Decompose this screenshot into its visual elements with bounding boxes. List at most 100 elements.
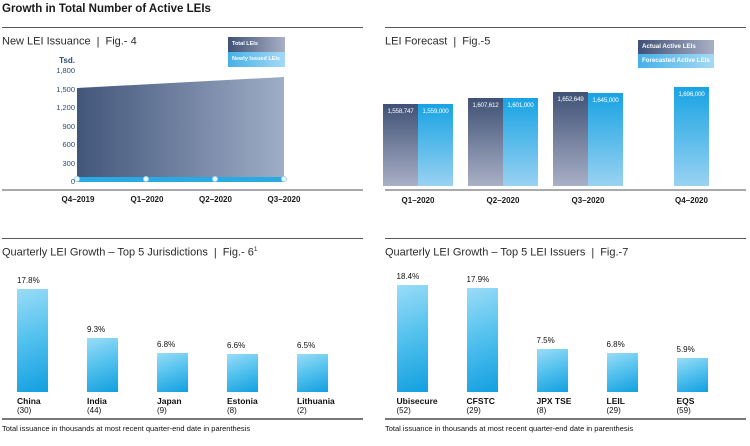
total-leis-area <box>77 76 284 182</box>
panel-divider <box>2 238 363 239</box>
legend-label: Newly Issued LEIs <box>232 56 280 62</box>
pipe-separator: | <box>213 246 217 259</box>
x-axis-label: Q2–2020 <box>486 196 520 205</box>
legend-label: Forecasted Active LEIs <box>642 57 710 64</box>
legend-item-total-leis: Total LEIs <box>228 37 285 52</box>
bar-value-label: 6.8% <box>157 339 176 349</box>
chart-title-text: Quarterly LEI Growth – Top 5 Jurisdictio… <box>2 246 208 259</box>
category-label: Japan <box>157 396 182 406</box>
growth-bar <box>466 288 498 392</box>
category-label: Ubisecure <box>396 396 438 406</box>
bar-value-label: 9.3% <box>87 325 106 335</box>
x-axis-label: Q2–2020 <box>199 195 232 204</box>
legend-label: Total LEIs <box>232 41 258 47</box>
footnote-divider <box>385 418 746 420</box>
growth-bar <box>87 338 118 392</box>
newly-issued-leis-line <box>77 176 284 182</box>
issuance-count-label: (44) <box>87 406 102 415</box>
issuance-count-label: (29) <box>606 406 621 415</box>
chart-title-text: New LEI Issuance <box>2 35 91 48</box>
x-axis-label: Q3–2020 <box>267 195 301 204</box>
line-marker <box>212 175 218 182</box>
category-label: JPX TSE <box>536 396 572 406</box>
legend-label: Actual Active LEIs <box>642 43 696 50</box>
growth-bar <box>297 354 328 392</box>
category-label: EQS <box>676 396 695 406</box>
footnote-divider <box>2 418 363 420</box>
category-label: Lithuania <box>297 396 335 406</box>
y-tick-label: 0 <box>70 177 75 186</box>
pipe-separator: | <box>591 246 595 259</box>
category-label: China <box>17 396 41 406</box>
category-label: India <box>87 396 107 406</box>
category-label: Estonia <box>227 396 258 406</box>
x-axis-line <box>385 189 746 191</box>
bar-value-label: 6.5% <box>297 341 316 351</box>
bar-value-label: 6.8% <box>606 339 625 349</box>
y-tick-label: 1,200 <box>56 103 75 112</box>
panel-divider <box>2 27 363 28</box>
bar-value-label: 6.6% <box>227 340 246 350</box>
y-tick-label: 900 <box>62 121 75 131</box>
legend-lei-forecast: Actual Active LEIs Forecasted Active LEI… <box>638 40 714 68</box>
y-tick-label: 600 <box>62 140 75 149</box>
issuance-count-label: (59) <box>676 406 691 415</box>
growth-bar <box>676 357 708 392</box>
line-marker <box>281 176 287 183</box>
x-axis-label: Q4–2020 <box>675 196 708 205</box>
chart-title-top5-lei-issuers: Quarterly LEI Growth – Top 5 LEI Issuers… <box>385 246 628 259</box>
pipe-separator: | <box>96 35 100 48</box>
bar-value-label: 1,696,000 <box>678 90 705 98</box>
legend-item-forecasted-active-leis: Forecasted Active LEIs <box>638 54 714 68</box>
x-axis-label: Q1–2020 <box>401 196 435 205</box>
legend-item-newly-issued-leis: Newly Issued LEIs <box>228 52 285 67</box>
growth-bar <box>157 352 188 392</box>
fig-superscript: 1 <box>253 246 258 253</box>
chart-title-text: Quarterly LEI Growth – Top 5 LEI Issuers <box>385 246 586 259</box>
growth-bar <box>536 348 568 392</box>
bar-value-label: 1,645,000 <box>592 96 619 104</box>
y-tick-label: 1,800 <box>56 66 75 75</box>
bar-value-label: 1,607,612 <box>472 101 499 109</box>
bar-value-label: 1,601,000 <box>507 102 534 110</box>
forecasted-active-leis-bar: 1,645,000 <box>588 92 623 186</box>
bar-value-label: 1,559,000 <box>422 107 449 115</box>
chart-title-new-lei-issuance: New LEI Issuance | Fig.- 4 <box>2 35 137 48</box>
line-marker <box>143 175 149 182</box>
legend-item-actual-active-leis: Actual Active LEIs <box>638 40 714 54</box>
y-axis-unit-label: Tsd. <box>59 56 75 65</box>
chart-title-top5-jurisdictions: Quarterly LEI Growth – Top 5 Jurisdictio… <box>2 246 258 259</box>
growth-bar <box>396 285 428 392</box>
bar-value-label: 7.5% <box>536 335 555 345</box>
bar-value-label: 1,652,649 <box>557 95 584 103</box>
issuance-count-label: (52) <box>396 406 411 415</box>
legend-new-lei-issuance: Total LEIs Newly Issued LEIs <box>228 37 285 67</box>
x-axis-label: Q4–2019 <box>61 195 95 204</box>
bar-value-label: 17.9% <box>466 275 490 285</box>
bar-value-label: 5.9% <box>676 344 695 354</box>
footnote-text: Total issuance in thousands at most rece… <box>2 424 251 433</box>
fig-label: Fig.-5 <box>462 35 491 48</box>
pipe-separator: | <box>453 35 457 48</box>
chart-title-text: LEI Forecast <box>385 35 448 48</box>
actual-active-leis-bar: 1,652,649 <box>553 91 588 186</box>
category-label: CFSTC <box>466 396 495 406</box>
fig-label: Fig.-7 <box>600 246 629 259</box>
chart-title-lei-forecast: LEI Forecast | Fig.-5 <box>385 35 490 48</box>
forecasted-active-leis-bar: 1,696,000 <box>674 86 709 186</box>
line-marker <box>74 176 80 183</box>
area-chart-plot <box>74 71 287 183</box>
x-axis-label: Q3–2020 <box>571 196 605 205</box>
footnote-text: Total issuance in thousands at most rece… <box>385 424 634 433</box>
growth-bar <box>227 353 258 392</box>
issuance-count-label: (30) <box>17 406 32 415</box>
issuance-count-label: (8) <box>227 406 237 415</box>
growth-bar <box>606 352 638 392</box>
panel-divider <box>385 27 746 28</box>
growth-bar <box>17 288 48 392</box>
x-axis-label: Q1–2020 <box>130 195 164 204</box>
panel-divider <box>385 238 746 239</box>
bar-value-label: 1,558,747 <box>387 107 414 115</box>
y-tick-label: 300 <box>62 158 75 168</box>
